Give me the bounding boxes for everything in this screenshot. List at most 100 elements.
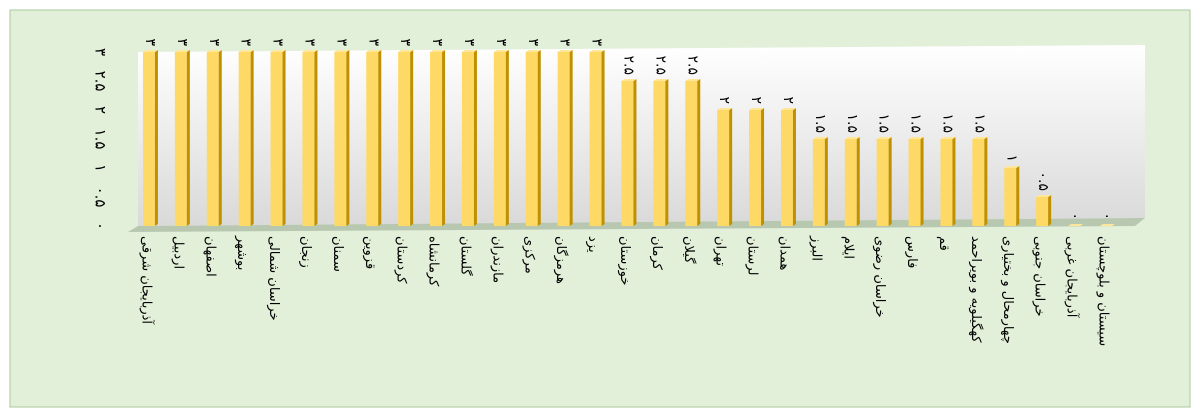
bar [1036, 195, 1052, 226]
data-label: ۲.۵ [652, 56, 668, 76]
x-tick-label: بوشهر [234, 235, 249, 270]
bar [589, 50, 605, 226]
data-label: ۳ [557, 38, 573, 46]
bar [685, 79, 701, 226]
bar-face [1036, 197, 1049, 226]
x-tick-label: همدان [776, 236, 791, 270]
bar-face [525, 50, 541, 52]
bar [1099, 224, 1115, 226]
x-tick-label: ایلام [840, 236, 855, 259]
bar-face [302, 50, 318, 52]
bar-face [174, 50, 190, 52]
bar-face [972, 137, 988, 139]
bar [174, 50, 190, 226]
x-tick-label: لرستان [745, 236, 760, 275]
bar-face [717, 110, 730, 226]
bar [493, 50, 509, 226]
data-label: ۰ [1067, 212, 1083, 220]
bar-face [430, 52, 443, 226]
x-tick-label: خراسان جنوبی [1032, 236, 1047, 316]
y-tick-label: ۰.۵ [92, 187, 110, 208]
data-label: ۳ [397, 38, 413, 46]
bar-face [824, 137, 828, 226]
bar [238, 50, 254, 226]
x-tick-label: کرمان [649, 236, 664, 271]
bar-face [972, 139, 985, 226]
bar-face [780, 108, 796, 110]
bar-face [621, 81, 634, 226]
bar-face [366, 52, 379, 226]
data-label: ۰.۵ [1035, 172, 1051, 192]
bar-face [473, 50, 477, 226]
x-tick-label: آذربایجان غربی [1064, 236, 1081, 319]
bar-face [186, 50, 190, 226]
data-label: ۱.۵ [876, 114, 892, 134]
data-label: ۳ [589, 38, 605, 46]
bar [653, 79, 669, 226]
bar [302, 50, 318, 226]
bar [461, 50, 477, 226]
data-label: ۱.۵ [971, 114, 987, 134]
x-tick-label: مرکزی [521, 236, 536, 274]
y-tick-label: ۰ [92, 222, 110, 230]
bar-face [238, 50, 254, 52]
bar-face [1016, 166, 1020, 226]
bar-face [238, 52, 251, 226]
bar-face [493, 52, 506, 226]
y-tick-label: ۳ [92, 48, 110, 56]
bar [525, 50, 541, 226]
x-tick-label: گیلان [681, 236, 697, 264]
bar [717, 108, 733, 226]
bar [430, 50, 446, 226]
bar-face [844, 137, 860, 139]
bar-face [685, 79, 701, 81]
bar-face [537, 50, 541, 226]
bar-face [1048, 195, 1052, 226]
x-tick-label: چهارمحال و بختیاری [1000, 236, 1015, 344]
x-tick-label: تهران [713, 236, 728, 266]
data-label: ۱ [1003, 154, 1019, 162]
x-tick-label: گلستان [457, 236, 473, 276]
bar-face [940, 137, 956, 139]
bar-face [984, 137, 988, 226]
bar [940, 137, 956, 226]
bar-face [908, 137, 924, 139]
bar [270, 50, 286, 226]
bar [142, 50, 158, 226]
bar-face [717, 108, 733, 110]
data-label: ۳ [174, 38, 190, 46]
data-label: ۲ [780, 96, 796, 104]
bar-face [493, 50, 509, 52]
bar-face [876, 139, 889, 226]
bar-face [569, 50, 573, 226]
bar-face [601, 50, 605, 226]
bar-face [525, 52, 538, 226]
bar-face [398, 52, 411, 226]
bar-face [780, 110, 793, 226]
bar [366, 50, 382, 226]
bar-face [940, 139, 953, 226]
y-tick-label: ۱ [92, 164, 110, 172]
y-tick-label: ۲ [92, 106, 110, 114]
bar-face [461, 52, 474, 226]
data-label: ۳ [301, 38, 317, 46]
bar [972, 137, 988, 226]
bar-face [366, 50, 382, 52]
bar-face [589, 52, 602, 226]
data-label: ۳ [333, 38, 349, 46]
bar [1004, 166, 1020, 226]
bar [398, 50, 414, 226]
data-label: ۱.۵ [939, 114, 955, 134]
data-label: ۱.۵ [844, 114, 860, 134]
x-tick-label: اردبیل [170, 236, 185, 269]
bar [812, 137, 828, 226]
bar-face [665, 79, 669, 226]
bar-face [346, 50, 350, 226]
bar-face [505, 50, 509, 226]
bar-face [761, 108, 765, 226]
bar [844, 137, 860, 226]
bar-face [697, 79, 701, 226]
x-tick-label: سیستان و بلوچستان [1095, 236, 1110, 346]
data-label: ۳ [525, 38, 541, 46]
